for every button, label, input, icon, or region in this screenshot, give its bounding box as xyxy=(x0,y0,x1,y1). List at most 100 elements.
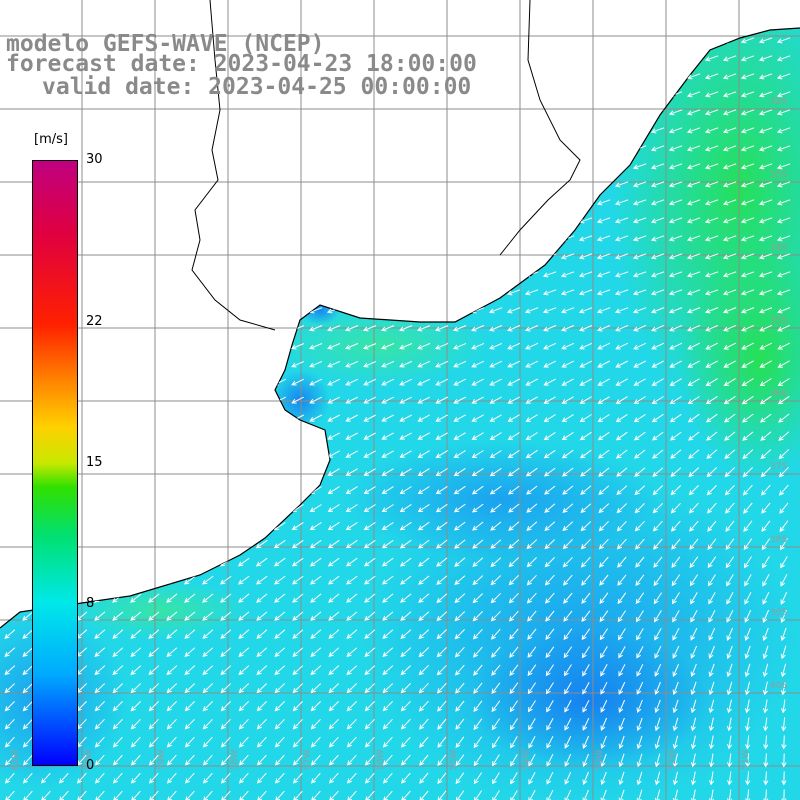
wind-arrow xyxy=(131,772,141,784)
wind-arrow xyxy=(380,127,395,134)
wind-arrow xyxy=(22,683,34,694)
wind-arrow xyxy=(434,307,449,314)
wind-arrow xyxy=(777,378,790,387)
wind-arrow xyxy=(201,414,215,422)
coastline xyxy=(0,27,800,629)
wind-arrow xyxy=(274,665,286,676)
wind-arrow xyxy=(779,520,789,533)
wind-arrow xyxy=(471,485,484,495)
wind-arrow xyxy=(507,378,521,386)
wind-arrow xyxy=(165,396,179,404)
wind-arrow xyxy=(290,271,305,278)
wind-arrow xyxy=(436,557,448,567)
wind-arrow xyxy=(722,253,737,260)
wind-arrow xyxy=(488,199,503,206)
wind-arrow xyxy=(165,557,178,567)
wind-arrow xyxy=(725,556,735,569)
wind-arrow xyxy=(744,627,751,641)
wind-arrow xyxy=(345,486,358,494)
lat-label: 32S xyxy=(770,97,787,107)
wind-arrow xyxy=(364,629,376,639)
wind-arrow xyxy=(308,163,323,170)
wind-arrow xyxy=(236,181,251,188)
wind-arrow xyxy=(596,235,611,242)
wind-arrow xyxy=(346,736,357,748)
wind-arrow xyxy=(147,396,161,404)
wind-arrow xyxy=(578,307,593,314)
wind-arrow xyxy=(488,37,503,44)
wind-arrow xyxy=(309,557,322,567)
wind-arrow xyxy=(128,163,143,170)
wind-arrow xyxy=(564,682,572,695)
wind-arrow xyxy=(470,127,485,134)
wind-arrow xyxy=(778,466,789,478)
wind-arrow xyxy=(525,342,539,350)
wind-arrow xyxy=(779,538,788,551)
wind-arrow xyxy=(509,646,519,658)
wind-arrow xyxy=(670,502,681,514)
wind-arrow xyxy=(238,665,250,676)
wind-arrow xyxy=(382,611,394,621)
wind-arrow xyxy=(470,217,485,224)
wind-arrow xyxy=(687,413,700,423)
wind-arrow xyxy=(545,628,555,641)
wind-arrow xyxy=(328,611,340,621)
wind-arrow xyxy=(3,486,16,494)
wind-arrow xyxy=(560,253,575,260)
wind-arrow xyxy=(687,324,701,332)
wind-arrow xyxy=(599,556,609,568)
wind-arrow xyxy=(308,181,323,188)
wind-arrow xyxy=(526,503,538,513)
wind-arrow xyxy=(740,253,755,260)
wind-arrow xyxy=(544,521,556,531)
wind-arrow xyxy=(417,396,431,404)
wind-arrow xyxy=(274,629,286,639)
wind-arrow xyxy=(472,521,484,531)
wind-arrow xyxy=(581,574,591,586)
wind-arrow xyxy=(147,486,160,494)
wind-arrow xyxy=(380,163,395,170)
wind-arrow xyxy=(506,307,521,314)
wind-arrow xyxy=(434,181,449,188)
wind-arrow xyxy=(650,73,665,80)
wind-arrow xyxy=(128,199,143,206)
wind-arrow xyxy=(183,343,197,350)
wind-arrow xyxy=(220,629,232,639)
wind-arrow xyxy=(723,360,736,368)
wind-arrow xyxy=(111,343,125,350)
wind-arrow xyxy=(579,449,592,459)
wind-arrow xyxy=(452,199,467,206)
wind-arrow xyxy=(762,609,770,623)
wind-arrow xyxy=(437,772,447,785)
wind-arrow xyxy=(272,181,287,188)
wind-arrow xyxy=(380,271,395,278)
wind-arrow xyxy=(401,736,411,748)
wind-arrow xyxy=(740,91,755,98)
wind-arrow xyxy=(473,682,483,694)
wind-arrow xyxy=(364,611,376,621)
wind-arrow xyxy=(164,163,179,170)
wind-arrow xyxy=(201,575,214,585)
wind-arrow xyxy=(437,700,447,712)
wind-arrow xyxy=(507,396,520,404)
wind-arrow xyxy=(578,73,593,80)
wind-arrow xyxy=(238,683,250,694)
wind-arrow xyxy=(525,449,538,459)
wind-arrow xyxy=(542,37,557,44)
wind-arrow xyxy=(273,343,287,350)
wind-arrow xyxy=(418,575,430,585)
wind-arrow xyxy=(579,360,593,368)
wind-arrow xyxy=(563,646,573,659)
wind-arrow xyxy=(582,753,589,767)
wind-arrow xyxy=(417,360,431,368)
wind-arrow xyxy=(345,521,358,531)
wind-arrow xyxy=(345,432,358,440)
wind-arrow xyxy=(506,235,521,242)
wind-arrow xyxy=(290,163,305,170)
wind-arrow xyxy=(763,717,769,732)
wind-arrow xyxy=(272,289,287,296)
wind-arrow xyxy=(236,271,251,278)
wind-arrow xyxy=(166,736,177,748)
wind-arrow xyxy=(434,217,449,224)
wind-arrow xyxy=(435,432,448,440)
